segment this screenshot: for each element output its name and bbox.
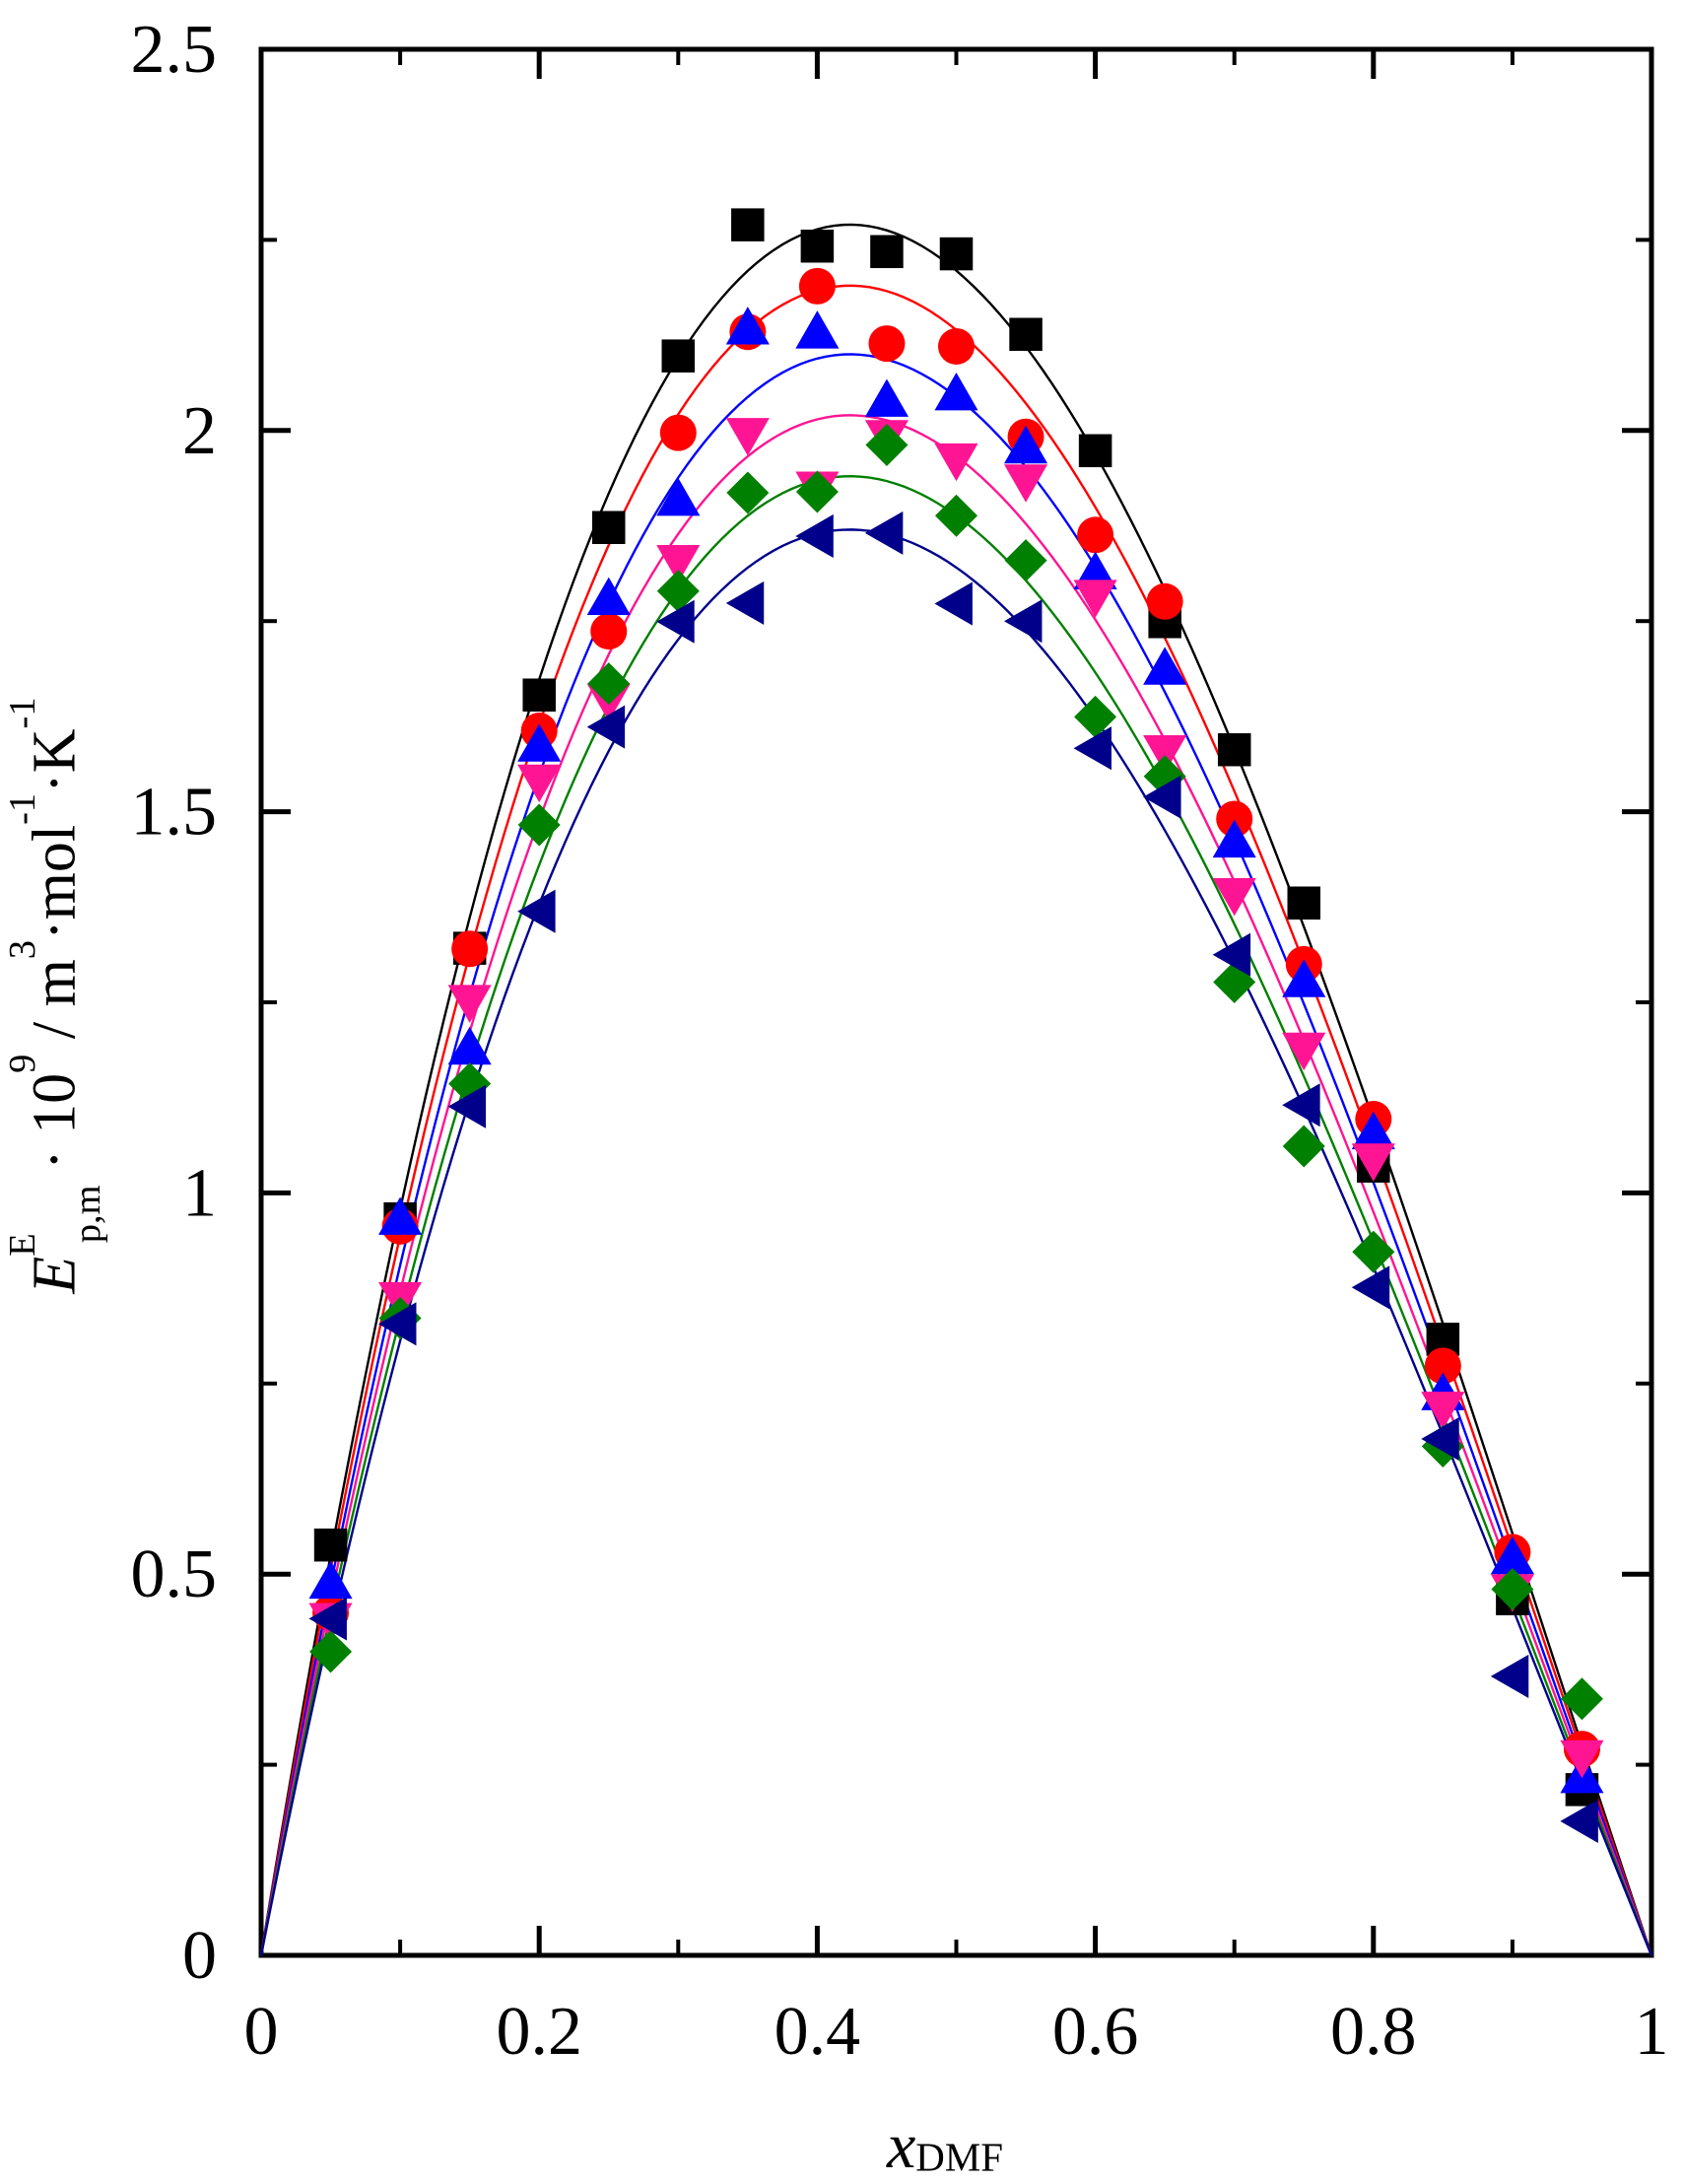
svg-text:2: 2 <box>182 393 217 469</box>
svg-text:0.5: 0.5 <box>131 1536 218 1612</box>
svg-text:2.5: 2.5 <box>131 12 218 88</box>
svg-text:1.5: 1.5 <box>131 775 218 851</box>
svg-text:0: 0 <box>182 1918 217 1994</box>
svg-text:1: 1 <box>1635 1994 1669 2070</box>
svg-text:0.8: 0.8 <box>1330 1994 1417 2070</box>
svg-text:0.2: 0.2 <box>496 1994 582 2070</box>
svg-text:0.4: 0.4 <box>775 1994 861 2070</box>
svg-text:1: 1 <box>182 1155 217 1231</box>
svg-text:0: 0 <box>244 1994 279 2070</box>
svg-text:0.6: 0.6 <box>1052 1994 1139 2070</box>
